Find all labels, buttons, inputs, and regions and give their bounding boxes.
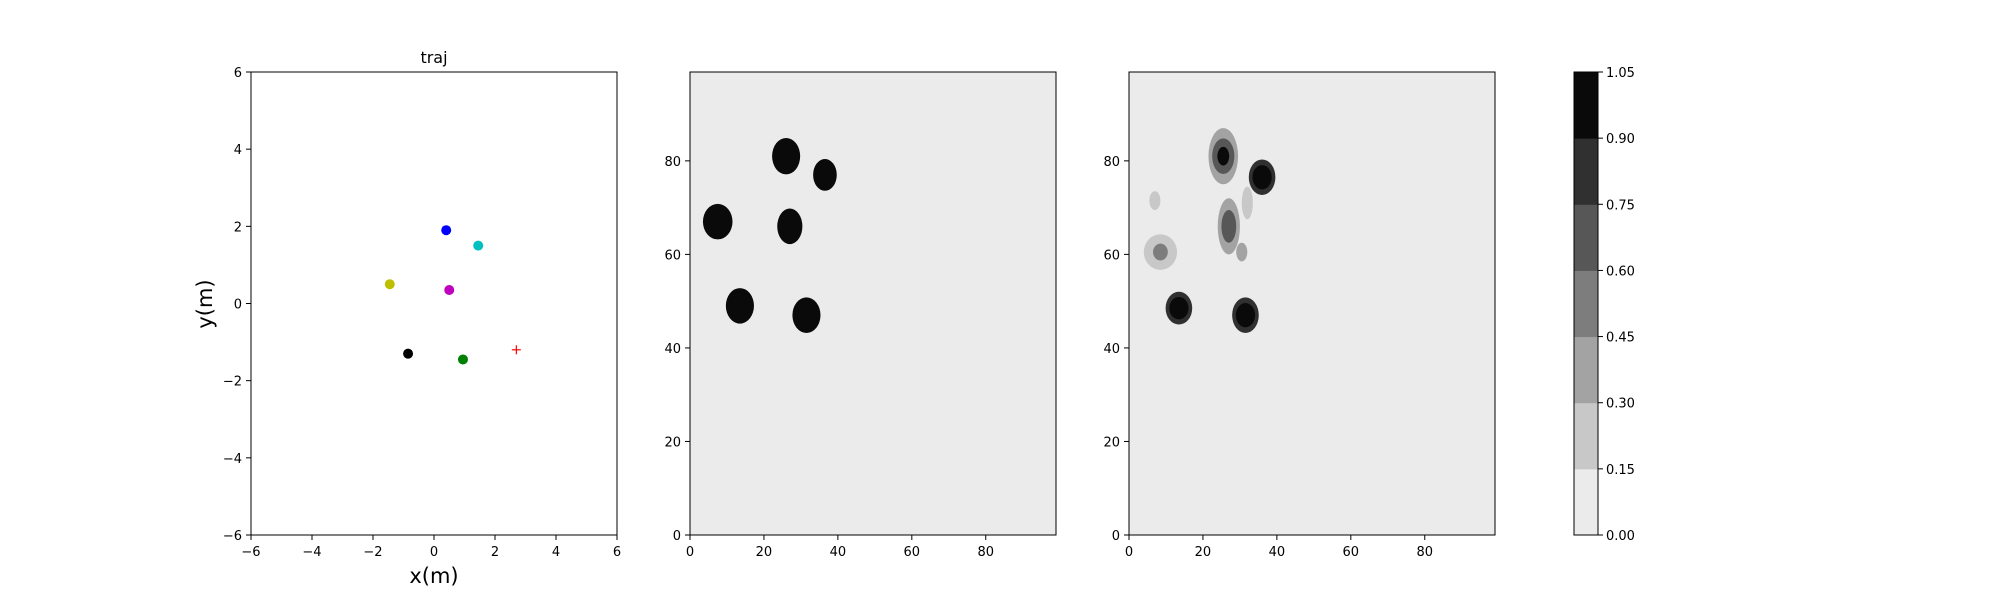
trajectory-y-tick-label: −4 — [223, 452, 242, 467]
colorbar-tick-label: 0.60 — [1606, 264, 1635, 279]
colorbar-swatch — [1574, 72, 1598, 139]
x-axis-label: x(m) — [409, 564, 458, 588]
ground-truth-map-y-tick-label: 80 — [664, 155, 681, 170]
trajectory-plot-frame — [250, 71, 618, 536]
estimated-map-blob — [1235, 303, 1256, 328]
ground-truth-map-y-tick-label: 20 — [664, 435, 681, 450]
ground-truth-map-panel: 0 20 40 60 80 0 20 40 60 80 — [664, 71, 1057, 560]
estimated-map-x-tick-label: 40 — [1269, 545, 1286, 560]
ground-truth-map-blob — [702, 203, 733, 240]
estimated-map-panel: 0 20 40 60 80 0 20 40 60 80 — [1103, 71, 1496, 560]
colorbar-tick-label: 0.15 — [1606, 463, 1635, 478]
trajectory-panel: traj −6 −4 −2 0 2 4 6 −6 −4 −2 0 2 4 6 x(m) y(m) — [193, 48, 621, 588]
ground-truth-map-x-tick-label: 60 — [904, 545, 921, 560]
estimated-map-x-tick-label: 60 — [1343, 545, 1360, 560]
trajectory-point — [441, 225, 452, 236]
colorbar-swatch — [1574, 468, 1598, 536]
trajectory-x-tick-label: −2 — [363, 545, 382, 560]
estimated-map-x-tick-label: 20 — [1195, 545, 1212, 560]
estimated-map-blob — [1221, 209, 1237, 243]
estimated-map-blob — [1217, 146, 1230, 166]
estimated-map-y-tick-label: 0 — [1112, 529, 1120, 544]
estimated-map-blob — [1236, 242, 1248, 262]
trajectory-point — [473, 240, 484, 251]
ground-truth-map-x-tick-label: 40 — [830, 545, 847, 560]
colorbar-swatch — [1574, 336, 1598, 404]
estimated-map-blob — [1241, 186, 1253, 220]
ground-truth-map-frame — [689, 71, 1057, 536]
ground-truth-map-y-tick-label: 40 — [664, 342, 681, 357]
colorbar-tick-label: 0.75 — [1606, 198, 1635, 213]
estimated-map-y-tick-label: 60 — [1103, 248, 1120, 263]
estimated-map-frame — [1128, 71, 1496, 536]
estimated-map-blob — [1169, 296, 1189, 320]
colorbar-tick-label: 0.45 — [1606, 331, 1635, 346]
colorbar-swatch — [1574, 138, 1598, 205]
trajectory-x-tick-label: 4 — [552, 545, 560, 560]
trajectory-y-tick-label: 6 — [234, 66, 242, 81]
trajectory-point — [403, 348, 414, 359]
trajectory-title: traj — [420, 48, 447, 67]
ground-truth-map-y-tick-label: 0 — [673, 529, 681, 544]
ground-truth-map-y-tick-label: 60 — [664, 248, 681, 263]
trajectory-x-tick-label: 6 — [613, 545, 621, 560]
colorbar: 0.00 0.15 0.30 0.45 0.60 0.75 0.90 1.05 — [1573, 66, 1635, 544]
colorbar-tick-label: 0.00 — [1606, 529, 1635, 544]
ground-truth-map-blob — [772, 137, 801, 175]
trajectory-x-tick-label: −4 — [302, 545, 321, 560]
ground-truth-map-x-tick-label: 80 — [977, 545, 994, 560]
estimated-map-y-tick-label: 20 — [1103, 435, 1120, 450]
y-axis-label: y(m) — [193, 279, 217, 328]
trajectory-y-tick-label: 2 — [234, 220, 242, 235]
trajectory-point — [444, 284, 455, 295]
estimated-map-x-tick-label: 0 — [1125, 545, 1133, 560]
colorbar-tick-label: 0.90 — [1606, 132, 1635, 147]
estimated-map-blob — [1252, 165, 1272, 190]
colorbar-swatch — [1574, 204, 1598, 271]
estimated-map-y-tick-label: 40 — [1103, 342, 1120, 357]
colorbar-tick-label: 0.30 — [1606, 397, 1635, 412]
estimated-map-blob — [1153, 243, 1168, 261]
trajectory-y-tick-label: −2 — [223, 375, 242, 390]
colorbar-frame — [1573, 71, 1599, 536]
ground-truth-map-blob — [725, 288, 754, 324]
target-plus-marker — [511, 345, 521, 355]
estimated-map-blob — [1149, 191, 1161, 210]
colorbar-swatch — [1574, 402, 1598, 470]
trajectory-x-tick-label: 2 — [491, 545, 499, 560]
ground-truth-map-x-tick-label: 0 — [686, 545, 694, 560]
ground-truth-map-blob — [792, 297, 821, 333]
colorbar-swatch — [1574, 270, 1598, 338]
trajectory-point — [384, 279, 395, 290]
ground-truth-map-x-tick-label: 20 — [756, 545, 773, 560]
trajectory-y-tick-label: 0 — [234, 298, 242, 313]
trajectory-x-tick-label: 0 — [430, 545, 438, 560]
trajectory-x-tick-label: −6 — [241, 545, 260, 560]
trajectory-y-tick-label: 4 — [234, 143, 242, 158]
estimated-map-x-tick-label: 80 — [1416, 545, 1433, 560]
trajectory-point — [457, 354, 468, 365]
ground-truth-map-blob — [813, 158, 837, 191]
colorbar-tick-label: 1.05 — [1606, 66, 1635, 81]
estimated-map-y-tick-label: 80 — [1103, 155, 1120, 170]
ground-truth-map-blob — [777, 208, 803, 245]
trajectory-y-tick-label: −6 — [223, 529, 242, 544]
